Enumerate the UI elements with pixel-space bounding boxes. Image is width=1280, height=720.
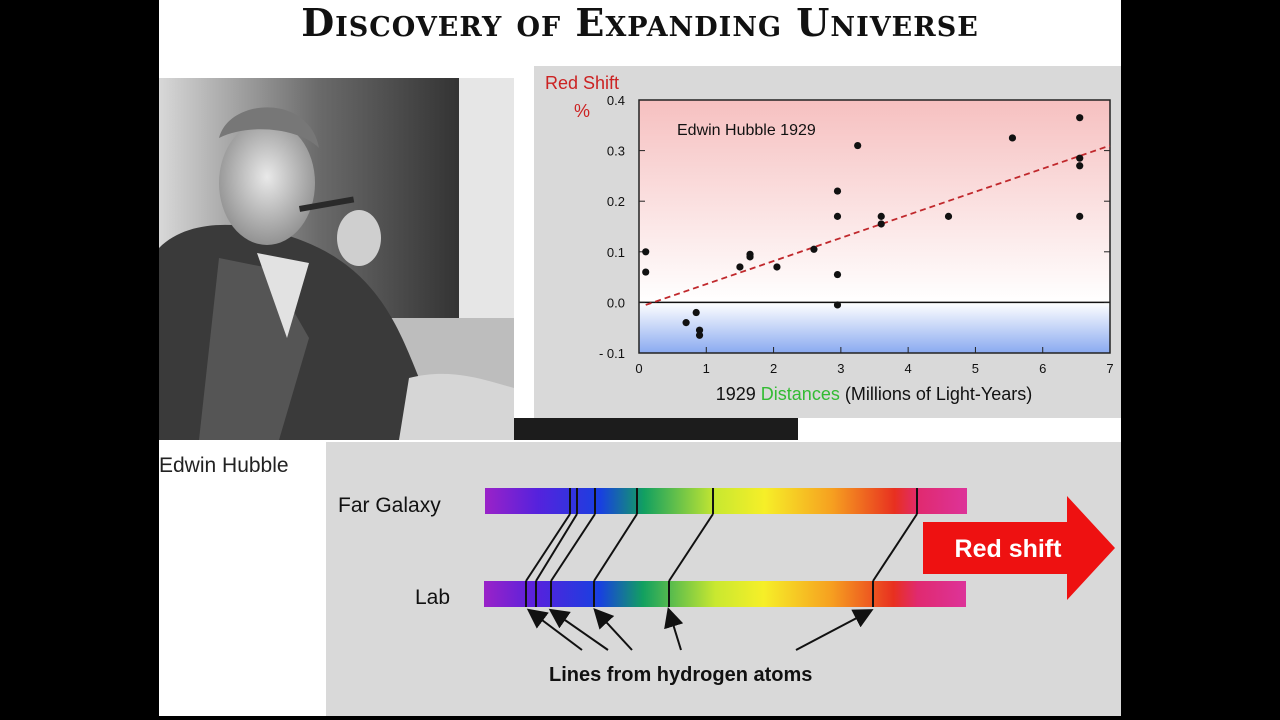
data-point	[695, 331, 704, 339]
data-point	[833, 270, 842, 279]
data-point	[833, 301, 842, 309]
data-point	[695, 326, 704, 334]
data-point	[736, 263, 744, 271]
photo-caption: Edwin Hubble	[159, 454, 289, 477]
lab-spectrum	[484, 581, 966, 607]
hubble-portrait-photo	[159, 78, 514, 440]
y-tick-label: 0.0	[607, 295, 625, 310]
data-point	[1076, 114, 1084, 122]
far-galaxy-label: Far Galaxy	[338, 494, 441, 517]
x-tick-label: 6	[1039, 361, 1046, 376]
data-point	[877, 212, 885, 220]
spectrum-panel: Red shift Far Galaxy Lab Lines from hydr…	[326, 442, 1121, 716]
data-point	[854, 141, 862, 150]
x-tick-label: 0	[635, 361, 642, 376]
y-tick-label: - 0.1	[599, 346, 625, 361]
slide: Discovery of Expanding Universe Edwin Hu…	[159, 0, 1121, 716]
x-tick-label: 7	[1106, 361, 1113, 376]
data-point	[773, 263, 781, 271]
y-axis-label: Red Shift	[545, 73, 619, 93]
y-tick-label: 0.3	[607, 144, 625, 159]
data-point	[833, 212, 842, 220]
data-point	[944, 212, 953, 220]
red-shift-label: Red shift	[955, 535, 1063, 563]
data-point	[682, 319, 690, 327]
x-tick-label: 5	[972, 361, 979, 376]
x-axis-label-highlight: Distances	[761, 384, 840, 404]
y-tick-label: 0.2	[607, 194, 625, 209]
data-point	[1076, 154, 1084, 162]
x-axis-label-suffix: (Millions of Light-Years)	[845, 384, 1032, 404]
data-point	[833, 187, 842, 195]
data-point	[642, 248, 650, 256]
data-point	[810, 245, 818, 253]
data-point	[1076, 212, 1084, 220]
data-point	[877, 220, 885, 228]
plot-frame	[638, 99, 1111, 354]
data-point	[1008, 134, 1017, 142]
chart-panel: 0 1 2 3 4 5 6 7 - 0.1 0.0 0.1 0.2 0.3 0.4 Edwin Hubbl…	[534, 66, 1121, 418]
far-galaxy-spectrum	[485, 488, 967, 514]
x-axis-label-prefix: 1929	[716, 384, 756, 404]
x-tick-label: 2	[770, 361, 777, 376]
x-tick-label: 4	[905, 361, 912, 376]
red-shift-arrow	[923, 496, 1115, 600]
hydrogen-pointer-arrows	[526, 607, 874, 651]
plot-area-positive	[639, 100, 1110, 303]
data-point	[746, 253, 754, 261]
shift-connectors	[525, 513, 918, 582]
x-tick-label: 3	[837, 361, 844, 376]
photo-strip	[514, 418, 798, 440]
data-point	[642, 268, 650, 276]
slide-title: Discovery of Expanding Universe	[301, 0, 979, 45]
plot-area-negative	[639, 302, 1110, 353]
chart-title: Edwin Hubble 1929	[677, 122, 816, 139]
y-tick-label: 0.4	[607, 93, 625, 108]
y-tick-label: 0.1	[607, 245, 625, 260]
spectrum-diagram: Red shift	[484, 488, 1115, 651]
x-tick-label: 1	[703, 361, 710, 376]
hydrogen-lines-caption: Lines from hydrogen atoms	[549, 664, 813, 686]
x-axis-label: 1929 Distances (Millions of Light-Years)	[716, 384, 1033, 404]
lab-label: Lab	[415, 586, 451, 609]
y-axis-unit: %	[574, 101, 590, 121]
hubble-scatter-chart: 0 1 2 3 4 5 6 7 - 0.1 0.0 0.1 0.2 0.3 0.4 Edwin Hubbl…	[545, 73, 1114, 404]
data-point	[692, 308, 700, 317]
data-point	[1076, 162, 1084, 170]
